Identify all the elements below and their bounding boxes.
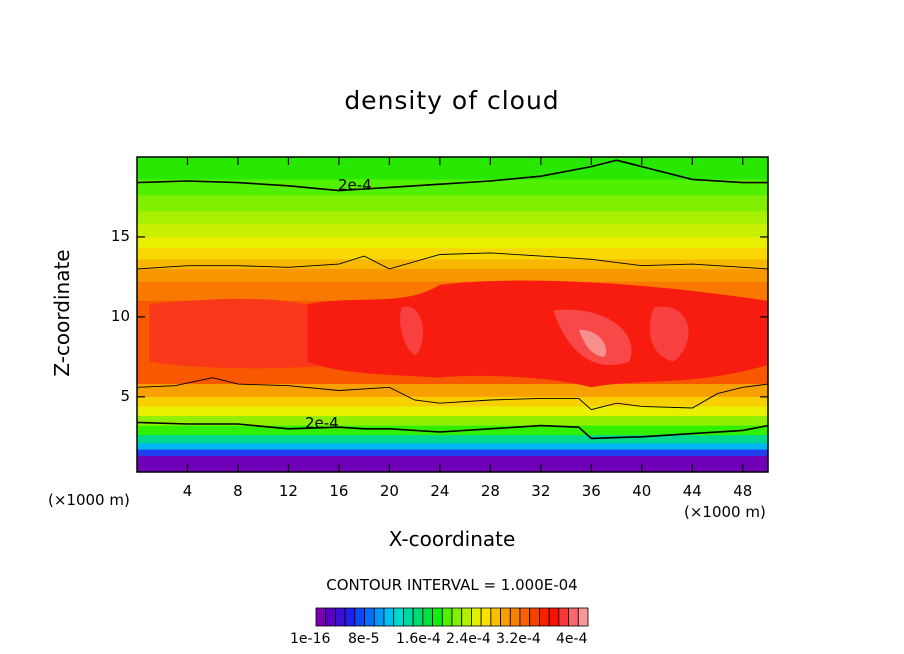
colorbar-swatch: [509, 607, 521, 627]
colorbar-swatch: [500, 607, 511, 627]
contour-core-5: [400, 306, 423, 356]
colorbar-swatch: [490, 607, 501, 627]
plot-frame: [136, 156, 769, 473]
colorbar-swatch: [335, 607, 346, 627]
chart-title: density of cloud: [344, 86, 560, 115]
contour-band-19: [137, 456, 768, 472]
x-tick-label: 32: [531, 482, 551, 500]
colorbar-swatch: [325, 607, 336, 627]
colorbar-swatch: [558, 607, 569, 627]
colorbar-label: 1e-16: [290, 631, 331, 647]
contour-lines: [137, 159, 768, 440]
colorbar-swatch: [364, 607, 375, 627]
contour-line-1: [137, 421, 768, 440]
x-tick-label: 20: [379, 482, 399, 500]
x-tick-label: 24: [430, 482, 450, 500]
contour-core-1: [307, 280, 768, 388]
contour-core-4: [649, 306, 689, 362]
colorbar-swatch: [354, 607, 365, 627]
x-axis-label: X-coordinate: [388, 527, 516, 551]
colorbar-swatch: [451, 607, 463, 627]
colorbar-label: 3.2e-4: [496, 631, 541, 647]
axis-ticks: [137, 157, 768, 472]
y-tick-label: 15: [110, 226, 130, 245]
colorbar-swatch: [441, 607, 453, 627]
colorbar-swatch: [412, 607, 424, 627]
colorbar-swatch: [432, 607, 443, 627]
contour-interval-text: CONTOUR INTERVAL = 1.000E-04: [326, 576, 578, 594]
y-tick-label: 5: [120, 386, 130, 405]
colorbar-swatch: [548, 607, 560, 627]
colorbar-swatch: [461, 607, 472, 627]
contour-core-0: [149, 298, 339, 369]
colorbar-label: 4e-4: [556, 631, 588, 647]
colorbar-swatch: [344, 607, 356, 627]
colorbar-swatch: [403, 607, 414, 627]
x-tick-label: 16: [329, 482, 349, 500]
x-tick-label: 48: [733, 482, 753, 500]
colorbar-swatch: [577, 607, 589, 627]
x-tick-label: 40: [632, 482, 652, 500]
x-tick-label: 36: [581, 482, 601, 500]
colorbar-label: 1.6e-4: [396, 631, 441, 647]
colorbar: [315, 607, 589, 627]
colorbar-swatch: [393, 607, 404, 627]
colorbar-swatch: [519, 607, 531, 627]
colorbar-swatch: [315, 607, 327, 627]
colorbar-swatch: [529, 607, 540, 627]
colorbar-label: 8e-5: [348, 631, 380, 647]
y-axis-label: Z-coordinate: [50, 249, 74, 377]
x-unit-label-left: (×1000 m): [48, 491, 130, 509]
colorbar-swatch: [568, 607, 579, 627]
x-tick-label: 4: [182, 482, 193, 500]
x-tick-label: 28: [480, 482, 500, 500]
contour-core-3: [578, 329, 607, 357]
colorbar-swatch: [422, 607, 433, 627]
x-tick-label: 44: [682, 482, 702, 500]
contour-line-thin-0: [137, 252, 768, 270]
contour-line-0: [137, 159, 768, 192]
filled-contours: [137, 157, 768, 472]
contour-line-thin-1: [137, 377, 768, 411]
colorbar-swatch: [480, 607, 492, 627]
colorbar-label: 2.4e-4: [446, 631, 491, 647]
contour-label-top: 2e-4: [338, 176, 372, 194]
colorbar-swatch: [539, 607, 550, 627]
contour-label-bottom: 2e-4: [305, 414, 339, 432]
x-unit-label-right: (×1000 m): [684, 503, 766, 521]
colorbar-swatch: [383, 607, 395, 627]
x-tick-label: 12: [278, 482, 298, 500]
x-tick-label: 8: [233, 482, 243, 500]
y-tick-label: 10: [110, 306, 130, 325]
colorbar-swatch: [471, 607, 482, 627]
colorbar-swatch: [373, 607, 385, 627]
